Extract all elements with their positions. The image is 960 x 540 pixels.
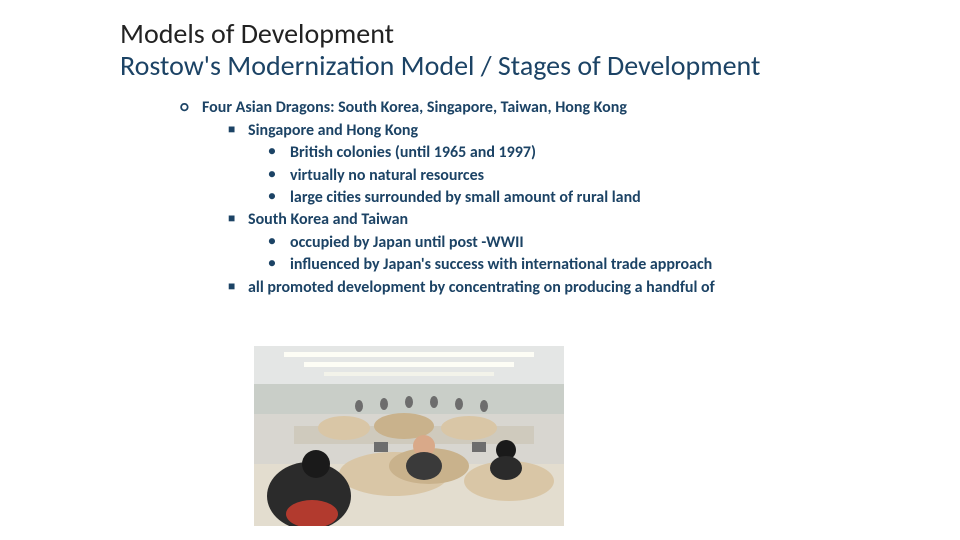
outline-point: ● British colonies (until 1965 and 1997) (268, 142, 960, 164)
outline-point: ● virtually no natural resources (268, 165, 960, 187)
outline-text: all promoted development by concentratin… (248, 277, 960, 299)
slide: Models of Development Rostow's Moderniza… (0, 0, 960, 540)
outline-text: occupied by Japan until post -WWII (290, 232, 960, 254)
bullet-square-icon: ■ (228, 209, 248, 231)
outline-body: ○ Four Asian Dragons: South Korea, Singa… (180, 97, 960, 321)
outline-text: virtually no natural resources (290, 165, 960, 187)
outline-text: Four Asian Dragons: South Korea, Singapo… (202, 97, 960, 119)
bullet-square-icon: ■ (228, 277, 248, 299)
bullet-hollow-circle-icon: ○ (180, 97, 202, 119)
outline-point: ● influenced by Japan's success with int… (268, 254, 960, 276)
outline-subitem-korea-taiwan: ■ South Korea and Taiwan (228, 209, 960, 231)
title-line-1: Models of Development (120, 18, 960, 50)
outline-text: large cities surrounded by small amount … (290, 187, 960, 209)
title-line-2: Rostow's Modernization Model / Stages of… (120, 50, 960, 82)
outline-point: ● occupied by Japan until post -WWII (268, 232, 960, 254)
bullet-disc-icon: ● (268, 254, 290, 276)
outline-item-dragons: ○ Four Asian Dragons: South Korea, Singa… (180, 97, 960, 119)
factory-illustration-icon (254, 346, 564, 526)
bullet-disc-icon: ● (268, 232, 290, 254)
outline-text: British colonies (until 1965 and 1997) (290, 142, 960, 164)
outline-subitem-promoted-cont: ■ made (228, 299, 960, 321)
bullet-square-icon: ■ (228, 120, 248, 142)
bullet-disc-icon: ● (268, 142, 290, 164)
outline-text: Singapore and Hong Kong (248, 120, 960, 142)
outline-point: ● large cities surrounded by small amoun… (268, 187, 960, 209)
outline-subitem-promoted: ■ all promoted development by concentrat… (228, 277, 960, 299)
slide-title-block: Models of Development Rostow's Moderniza… (120, 18, 960, 82)
bullet-disc-icon: ● (268, 165, 290, 187)
outline-text: influenced by Japan's success with inter… (290, 254, 960, 276)
bullet-disc-icon: ● (268, 187, 290, 209)
outline-text: South Korea and Taiwan (248, 209, 960, 231)
outline-subitem-singapore-hk: ■ Singapore and Hong Kong (228, 120, 960, 142)
factory-workers-photo (254, 346, 564, 526)
outline-text-fragment: made (248, 299, 960, 321)
